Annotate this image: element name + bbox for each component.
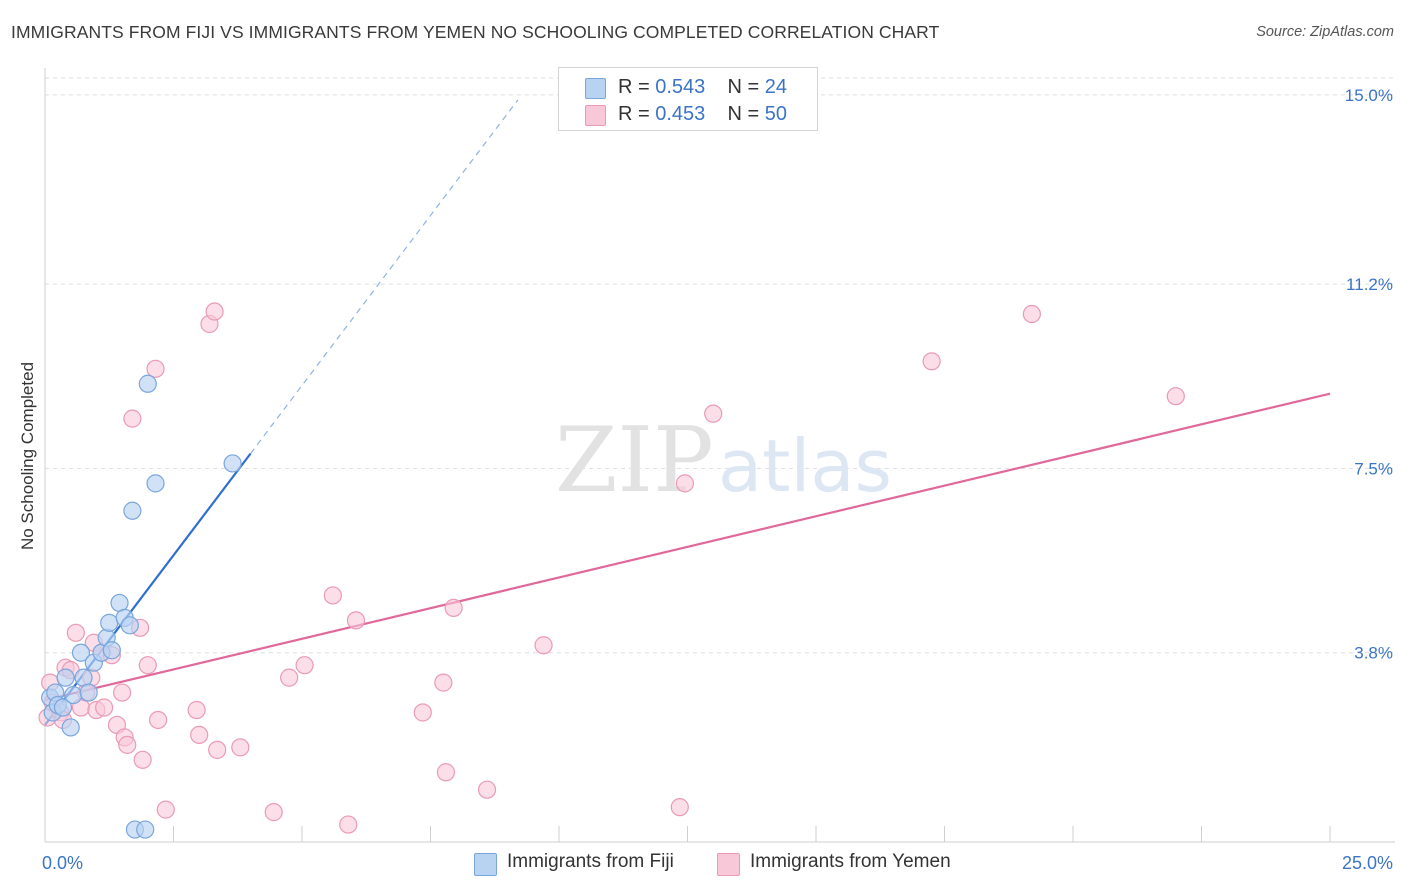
fiji-trend-extrapolation: [250, 99, 519, 454]
fiji-point: [100, 613, 119, 632]
fiji-point: [223, 454, 242, 473]
yemen-point: [413, 703, 432, 722]
x-tick-label: 25.0%: [1342, 853, 1393, 873]
yemen-point: [444, 598, 463, 617]
fiji-point: [136, 820, 155, 839]
correlation-legend: R = 0.543 N = 24 R = 0.453 N = 50: [558, 67, 818, 131]
yemen-point: [534, 636, 553, 655]
fiji-point: [123, 501, 142, 520]
watermark-zip: ZIP: [555, 408, 714, 513]
yemen-point: [675, 474, 695, 493]
y-tick-label: 3.8%: [1354, 644, 1393, 663]
fiji-trend-line: [44, 452, 252, 726]
legend-swatch-fiji: [585, 78, 606, 99]
yemen-point: [208, 740, 227, 759]
fiji-point: [102, 641, 121, 660]
chart-title: IMMIGRANTS FROM FIJI VS IMMIGRANTS FROM …: [11, 22, 940, 42]
yemen-point: [280, 668, 299, 687]
yemen-point: [704, 404, 723, 423]
watermark: ZIP atlas: [555, 408, 892, 513]
yemen-point: [1166, 387, 1185, 406]
fiji-point: [56, 668, 75, 687]
yemen-point: [118, 735, 137, 754]
yemen-point: [112, 683, 132, 702]
yemen-point: [66, 623, 85, 642]
yemen-point: [148, 710, 168, 730]
yemen-point: [1022, 304, 1041, 324]
axis-layer: [44, 68, 1395, 843]
y-tick-label: 15.0%: [1345, 86, 1393, 105]
y-tick-label: 7.5%: [1354, 459, 1393, 478]
fiji-point: [71, 643, 91, 662]
legend-n-label: N =: [727, 103, 760, 125]
yemen-point: [323, 586, 342, 605]
yemen-point: [190, 725, 209, 745]
yemen-point: [670, 798, 689, 817]
yemen-point: [156, 800, 175, 819]
yemen-point: [231, 738, 250, 757]
yemen-point: [346, 611, 366, 630]
yemen-point: [434, 673, 453, 692]
yemen-trend-line: [44, 392, 1331, 702]
legend-n-label: N =: [727, 76, 760, 98]
y-tick-label: 11.2%: [1346, 275, 1393, 294]
yemen-point: [133, 750, 152, 769]
fiji-point: [53, 698, 73, 717]
bottom-legend-label-yemen: Immigrants from Yemen: [750, 851, 951, 872]
legend-yemen-r: 0.453: [655, 103, 706, 125]
yemen-point: [436, 763, 456, 782]
legend-r-label: R =: [618, 76, 650, 98]
x-tick-label: 0.0%: [42, 853, 83, 873]
y-axis-label: No Schooling Completed: [18, 361, 37, 551]
yemen-point: [146, 359, 165, 378]
watermark-atlas: atlas: [718, 424, 892, 508]
points-layer: [38, 302, 1185, 839]
legend-swatch-yemen: [585, 105, 606, 126]
legend-fiji-r: 0.543: [655, 76, 706, 98]
bottom-legend-label-fiji: Immigrants from Fiji: [507, 851, 674, 872]
yemen-point: [339, 815, 358, 834]
fiji-point: [138, 374, 157, 393]
yemen-point: [138, 656, 157, 675]
legend-r-label: R =: [618, 103, 650, 125]
yemen-point: [922, 352, 941, 371]
legend-fiji-n: 24: [764, 76, 788, 98]
source-label: Source: ZipAtlas.com: [1256, 24, 1394, 40]
fiji-point: [146, 474, 165, 493]
yemen-point: [187, 700, 206, 720]
tick-label-layer: 3.8% 7.5% 11.2% 15.0% 0.0% 25.0%: [42, 86, 1393, 873]
fiji-point: [64, 685, 83, 705]
grid-layer: [45, 77, 1395, 654]
yemen-point: [123, 409, 142, 428]
fiji-point: [79, 683, 98, 702]
fiji-point: [61, 718, 80, 737]
yemen-point: [95, 698, 114, 717]
yemen-point: [264, 803, 283, 822]
bottom-legend-swatch-fiji: [474, 853, 497, 876]
fiji-point: [120, 616, 139, 635]
bottom-legend-swatch-yemen: [717, 853, 740, 876]
yemen-point: [295, 656, 314, 675]
legend-yemen-n: 50: [764, 103, 788, 125]
yemen-point: [205, 302, 224, 321]
yemen-point: [477, 780, 497, 799]
